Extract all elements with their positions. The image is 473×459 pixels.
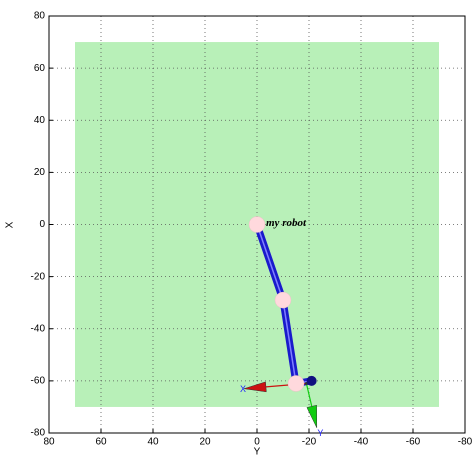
x-tick-label: -80 [458,437,473,448]
x-tick-label: 80 [43,437,55,448]
page: Y X 80 60 40 20 0 -20 -40 -60 -80 -80 -60 -40 -20 0 20… [0,0,473,459]
frame-axis-label: X [240,384,246,394]
x-tick-label: 40 [147,437,159,448]
robot-joint [249,217,265,233]
y-tick-label: 0 [39,219,45,230]
x-axis-label: Y [254,447,261,458]
y-tick-label: 80 [34,11,46,22]
wrist [307,376,317,386]
y-tick-label: -40 [31,323,46,334]
y-tick-label: 40 [34,115,46,126]
robot-joint [275,292,291,308]
frame-arrowhead [307,405,317,428]
x-tick-label: -20 [302,437,317,448]
robot-name: my robot [266,217,307,229]
y-tick-label: 20 [34,167,46,178]
x-tick-label: 20 [199,437,211,448]
x-tick-label: 0 [254,437,260,448]
y-tick-label: -80 [31,428,46,439]
chart: Y X 80 60 40 20 0 -20 -40 -60 -80 -80 -60 -40 -20 0 20… [0,0,473,459]
y-tick-label: 60 [34,63,46,74]
x-tick-label: 60 [95,437,107,448]
y-tick-label: -60 [31,376,46,387]
y-tick-label: -20 [31,271,46,282]
frame-axis-label: Y [317,428,323,438]
robot-joint [288,375,304,391]
x-tick-label: -60 [406,437,421,448]
y-axis-label: X [5,221,16,228]
x-tick-label: -40 [354,437,369,448]
